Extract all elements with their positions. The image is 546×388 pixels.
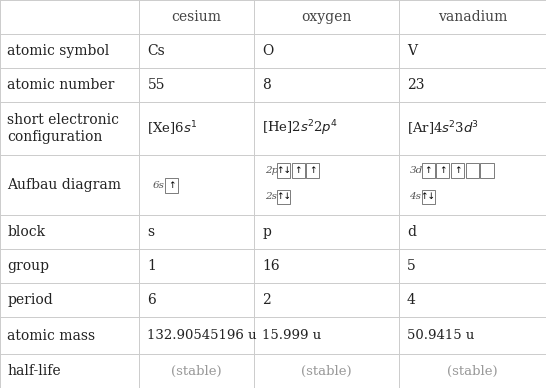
Text: ↑: ↑ bbox=[424, 166, 432, 175]
Text: 55: 55 bbox=[147, 78, 165, 92]
Text: 50.9415 u: 50.9415 u bbox=[407, 329, 474, 342]
Text: 4s: 4s bbox=[410, 192, 422, 201]
Text: 2p: 2p bbox=[265, 166, 278, 175]
Text: atomic mass: atomic mass bbox=[7, 329, 95, 343]
Text: period: period bbox=[7, 293, 53, 307]
Text: block: block bbox=[7, 225, 45, 239]
Text: 3d: 3d bbox=[410, 166, 423, 175]
Bar bbox=[277, 190, 290, 204]
Bar bbox=[277, 163, 290, 178]
Text: half-life: half-life bbox=[7, 364, 61, 378]
Text: 132.90545196 u: 132.90545196 u bbox=[147, 329, 257, 342]
Text: V: V bbox=[407, 44, 417, 58]
Text: group: group bbox=[7, 259, 49, 273]
Text: 15.999 u: 15.999 u bbox=[262, 329, 322, 342]
Text: 16: 16 bbox=[262, 259, 280, 273]
Text: ↑: ↑ bbox=[294, 166, 302, 175]
Bar bbox=[480, 163, 494, 178]
Bar bbox=[292, 163, 305, 178]
Text: ↑: ↑ bbox=[454, 166, 461, 175]
Text: (stable): (stable) bbox=[447, 365, 497, 378]
Text: p: p bbox=[262, 225, 271, 239]
Text: ↑↓: ↑↓ bbox=[276, 166, 291, 175]
Text: Aufbau diagram: Aufbau diagram bbox=[7, 178, 121, 192]
Text: 2: 2 bbox=[262, 293, 271, 307]
Text: short electronic
configuration: short electronic configuration bbox=[7, 113, 119, 144]
Text: ↑↓: ↑↓ bbox=[276, 192, 291, 201]
Text: [Xe]6$s$$^1$: [Xe]6$s$$^1$ bbox=[147, 120, 198, 138]
Text: 23: 23 bbox=[407, 78, 424, 92]
Text: 6: 6 bbox=[147, 293, 156, 307]
Text: ↑↓: ↑↓ bbox=[420, 192, 436, 201]
Text: oxygen: oxygen bbox=[301, 10, 352, 24]
Text: O: O bbox=[262, 44, 274, 58]
Text: (stable): (stable) bbox=[171, 365, 222, 378]
Text: (stable): (stable) bbox=[301, 365, 352, 378]
Text: Cs: Cs bbox=[147, 44, 165, 58]
Text: ↑: ↑ bbox=[439, 166, 447, 175]
Text: atomic symbol: atomic symbol bbox=[7, 44, 109, 58]
Bar bbox=[422, 163, 435, 178]
Text: atomic number: atomic number bbox=[7, 78, 115, 92]
Text: 1: 1 bbox=[147, 259, 156, 273]
Text: 6s: 6s bbox=[153, 181, 165, 190]
Bar bbox=[451, 163, 464, 178]
Text: ↑: ↑ bbox=[309, 166, 317, 175]
Text: 2s: 2s bbox=[265, 192, 277, 201]
Bar bbox=[165, 178, 178, 193]
Text: 4: 4 bbox=[407, 293, 416, 307]
Bar bbox=[466, 163, 479, 178]
Bar bbox=[436, 163, 449, 178]
Text: vanadium: vanadium bbox=[437, 10, 507, 24]
Text: [Ar]4$s$$^2$3$d$$^3$: [Ar]4$s$$^2$3$d$$^3$ bbox=[407, 120, 479, 138]
Text: 5: 5 bbox=[407, 259, 416, 273]
Bar bbox=[422, 190, 435, 204]
Text: s: s bbox=[147, 225, 155, 239]
Bar bbox=[306, 163, 319, 178]
Text: d: d bbox=[407, 225, 416, 239]
Text: [He]2$s$$^2$2$p$$^4$: [He]2$s$$^2$2$p$$^4$ bbox=[262, 119, 338, 138]
Text: ↑: ↑ bbox=[168, 181, 175, 190]
Text: cesium: cesium bbox=[171, 10, 222, 24]
Text: 8: 8 bbox=[262, 78, 271, 92]
